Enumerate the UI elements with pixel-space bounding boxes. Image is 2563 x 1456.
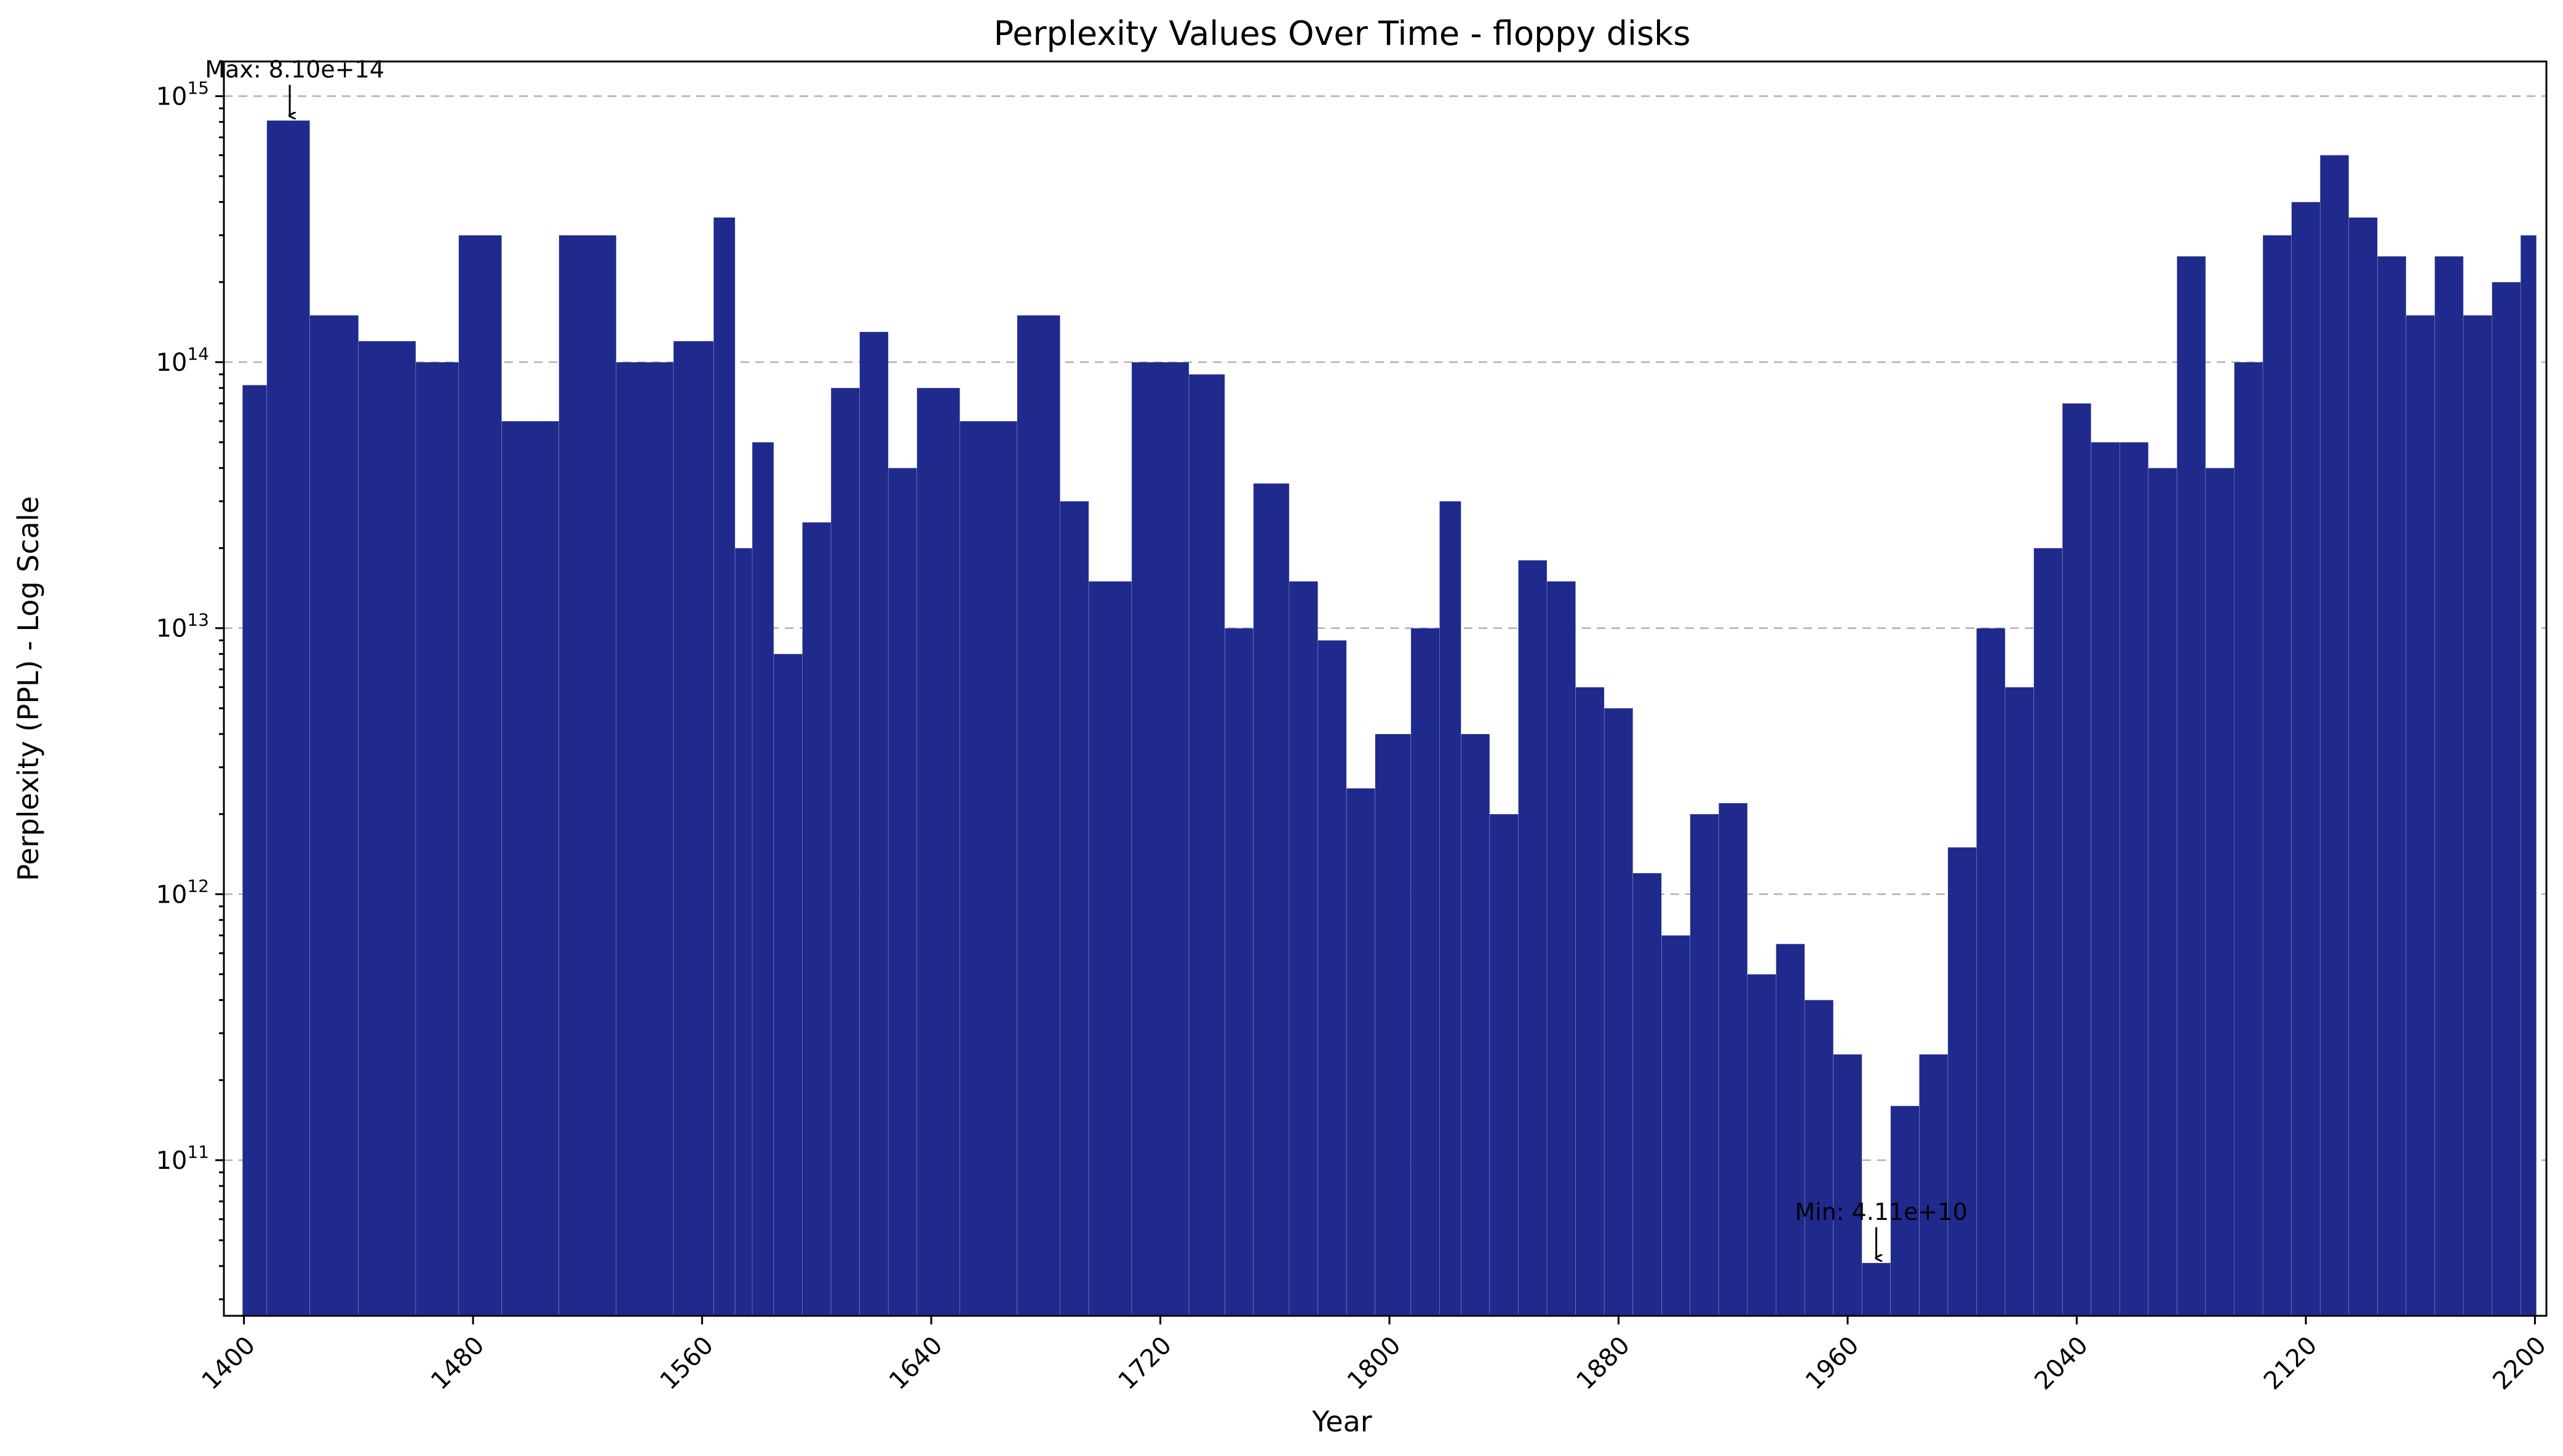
bar-1600: [802, 522, 832, 1316]
bar-1780: [1317, 640, 1347, 1316]
y-tick-label-12: 1012: [156, 876, 209, 909]
y-tick-label-14: 1014: [156, 344, 209, 377]
y-axis-label: Perplexity (PPL) - Log Scale: [12, 496, 45, 881]
bar-2090: [2205, 467, 2235, 1316]
chart-title: Perplexity Values Over Time - floppy dis…: [993, 14, 1690, 53]
bar-1815: [1410, 628, 1440, 1316]
bar-1760: [1253, 483, 1290, 1316]
bar-1480: [458, 235, 502, 1316]
bar-1870: [1575, 687, 1605, 1316]
bar-2050: [2091, 441, 2120, 1316]
y-tick-label-15: 1015: [156, 77, 209, 111]
bar-1470: [415, 362, 459, 1316]
x-tick-label-2200: 2200: [2487, 1331, 2552, 1396]
y-tick-label-11: 1011: [156, 1142, 209, 1175]
bar-1500: [501, 421, 560, 1316]
bar-2180: [2463, 315, 2492, 1316]
bar-1630: [888, 467, 918, 1316]
x-tick-label-1560: 1560: [654, 1331, 719, 1396]
bar-1930: [1747, 974, 1776, 1316]
x-tick-label-1640: 1640: [884, 1331, 948, 1396]
bar-1830: [1461, 734, 1490, 1316]
bar-1540: [616, 362, 674, 1316]
bar-2150: [2377, 256, 2407, 1316]
annotations: Max: 8.10e+14 Min: 4.11e+10: [205, 56, 1968, 1258]
bar-1690: [1060, 501, 1089, 1316]
x-tick-label-1720: 1720: [1113, 1331, 1177, 1396]
bar-1575: [734, 548, 753, 1316]
bar-1910: [1690, 813, 1719, 1316]
x-axis-label: Year: [1311, 1405, 1372, 1438]
bar-2130: [2319, 155, 2350, 1316]
bar-2010: [1976, 628, 2006, 1316]
bar-2170: [2434, 256, 2464, 1316]
bar-1860: [1546, 581, 1576, 1316]
x-tick-label-1880: 1880: [1571, 1331, 1635, 1396]
bar-1610: [830, 387, 860, 1316]
bars: [242, 120, 2537, 1316]
x-tick-label-1800: 1800: [1342, 1331, 1407, 1396]
bar-1920: [1719, 802, 1748, 1316]
x-tick-label-2120: 2120: [2259, 1331, 2323, 1396]
y-axis: 1011 1012 1013 1014 1015: [156, 77, 224, 1300]
bar-2040: [2062, 403, 2091, 1316]
bar-2020: [2005, 687, 2034, 1316]
bar-2030: [2033, 548, 2063, 1316]
x-axis: 1400 1480 1560 1640 1720 1800 1880 1960 2040 2120…: [197, 1316, 2552, 1395]
bar-1568: [713, 217, 736, 1316]
bar-2160: [2406, 315, 2435, 1316]
bar-1520: [558, 235, 617, 1316]
bar-2100: [2234, 362, 2263, 1316]
bar-2060: [2119, 441, 2149, 1316]
bar-2120: [2291, 202, 2321, 1316]
bar-1770: [1289, 581, 1318, 1316]
bar-1740: [1188, 374, 1225, 1316]
plot-frame: [223, 60, 2548, 1317]
bar-1890: [1632, 872, 1662, 1316]
bar-2110: [2262, 235, 2292, 1316]
x-tick-label-1960: 1960: [1800, 1331, 1865, 1396]
bar-1416: [266, 120, 310, 1316]
bar-1700: [1088, 581, 1132, 1316]
bar-1840: [1489, 813, 1519, 1316]
x-tick-label-2040: 2040: [2029, 1331, 2094, 1396]
bar-2080: [2177, 256, 2206, 1316]
bar-1990: [1919, 1054, 1949, 1316]
bar-1400: [242, 385, 268, 1316]
bar-1720: [1131, 362, 1190, 1316]
bar-2070: [2148, 467, 2177, 1316]
bar-1660: [960, 421, 1018, 1316]
bar-1450: [358, 341, 416, 1316]
y-tick-label-13: 1013: [156, 610, 209, 643]
bar-2190: [2492, 282, 2521, 1316]
bar-1430: [309, 315, 359, 1316]
bar-1640: [916, 387, 960, 1316]
bar-1820: [1439, 501, 1461, 1316]
bar-1880: [1603, 708, 1634, 1316]
bar-1960: [1833, 1054, 1862, 1316]
bar-1620: [859, 331, 889, 1316]
annotation-label-0: Max: 8.10e+14: [205, 56, 384, 83]
annotation-label-1: Min: 4.11e+10: [1795, 1198, 1968, 1225]
bar-1590: [773, 654, 803, 1316]
bar-1560: [673, 341, 714, 1316]
bar-2200: [2520, 235, 2537, 1316]
bar-2000: [1947, 847, 1977, 1316]
bar-1900: [1661, 935, 1691, 1316]
bar-2140: [2348, 217, 2378, 1316]
x-tick-label-1400: 1400: [197, 1331, 261, 1396]
bar-1800: [1375, 734, 1412, 1316]
bar-1940: [1776, 943, 1805, 1316]
bar-1580: [752, 441, 774, 1316]
bar-1790: [1346, 788, 1376, 1316]
bar-1980: [1890, 1106, 1920, 1316]
bar-1950: [1804, 1000, 1834, 1316]
bar-1680: [1017, 315, 1060, 1316]
x-tick-label-1480: 1480: [426, 1331, 490, 1396]
bar-1970: [1861, 1262, 1891, 1316]
bar-1850: [1518, 560, 1548, 1316]
bar-1745: [1224, 628, 1254, 1316]
